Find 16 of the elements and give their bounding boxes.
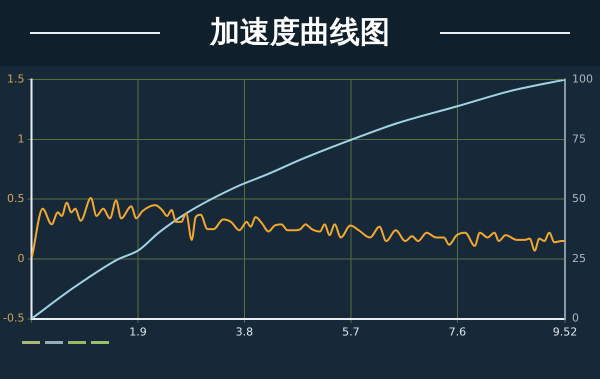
y2-tick-label: 25 <box>572 252 586 265</box>
y-tick-label: 0 <box>17 252 24 265</box>
y2-tick-label: 100 <box>572 72 594 86</box>
y-tick-label: 0.5 <box>6 192 24 206</box>
y-tick-label: -0.5 <box>2 312 24 325</box>
y2-tick-label: 75 <box>572 132 586 146</box>
x-tick-label: 1.9 <box>129 325 147 338</box>
y-tick-label: 1.5 <box>6 72 24 86</box>
y2-tick-label: 0 <box>572 312 580 325</box>
y-tick-label: 1 <box>17 132 24 146</box>
y2-tick-label: 50 <box>572 192 586 206</box>
x-tick-label: 7.6 <box>448 325 466 338</box>
chart-title: 加速度曲线图 <box>208 14 391 52</box>
x-tick-label: 3.8 <box>236 325 254 338</box>
x-tick-label: 9.52 <box>552 325 578 338</box>
x-tick-label: 5.7 <box>342 325 360 338</box>
